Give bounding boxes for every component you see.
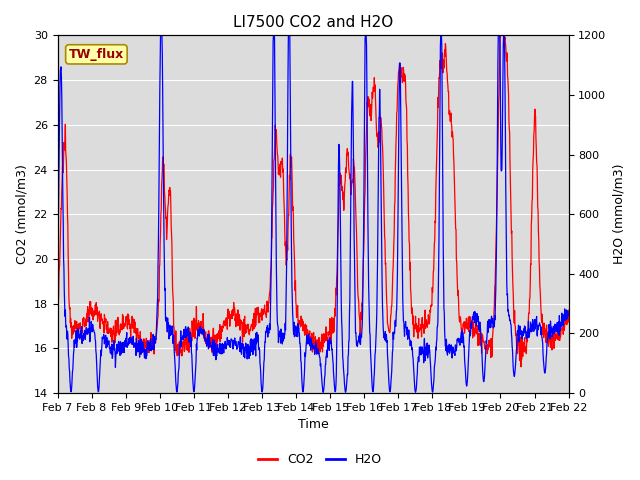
Text: TW_flux: TW_flux	[68, 48, 124, 61]
Y-axis label: CO2 (mmol/m3): CO2 (mmol/m3)	[15, 164, 28, 264]
Title: LI7500 CO2 and H2O: LI7500 CO2 and H2O	[233, 15, 393, 30]
Y-axis label: H2O (mmol/m3): H2O (mmol/m3)	[612, 164, 625, 264]
X-axis label: Time: Time	[298, 419, 328, 432]
Legend: CO2, H2O: CO2, H2O	[253, 448, 387, 471]
